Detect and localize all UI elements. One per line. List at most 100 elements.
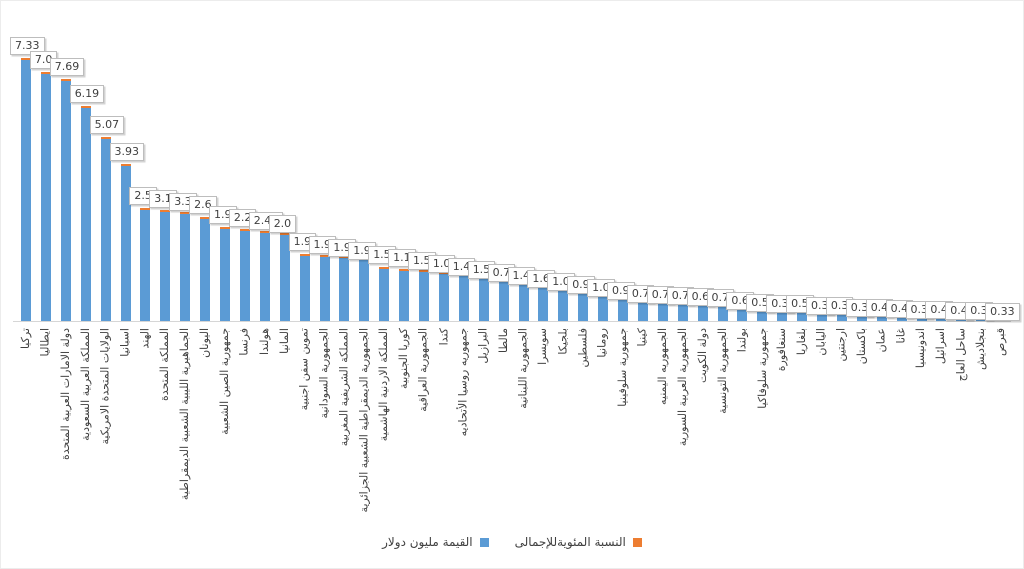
bar-percent-cap — [140, 208, 151, 210]
bar-value — [140, 210, 151, 321]
bar-percent-cap — [399, 269, 410, 271]
legend-label-value: القيمة مليون دولار — [382, 535, 473, 549]
bar-percent-cap — [239, 229, 250, 231]
bar-value — [737, 303, 748, 321]
bar-value — [677, 298, 688, 321]
x-category-label-text: جمهورية سلوفينيا — [616, 328, 629, 407]
bar-value — [279, 235, 290, 321]
bar-percent-cap — [120, 164, 131, 166]
x-category-label-text: الجمهورية العراقية — [417, 328, 430, 412]
bar-value — [777, 306, 788, 321]
bar-value — [200, 219, 211, 321]
bar-value — [60, 81, 71, 321]
bar-value — [498, 280, 509, 321]
bar-value — [80, 108, 91, 321]
bar-value — [637, 296, 648, 321]
bar-value — [180, 214, 191, 321]
data-label: 5.07 — [89, 116, 125, 134]
x-category-label-text: الولايات المتحدة الامريكية — [98, 328, 112, 445]
x-axis-line — [13, 321, 1011, 322]
bar-value — [339, 258, 350, 321]
x-category-label-text: البرازيل — [476, 328, 490, 364]
legend-swatch-value-icon — [479, 537, 489, 547]
x-category-label-text: الجمهوريه اليمنيه — [655, 328, 669, 406]
x-category-label-text: رومانيا — [596, 328, 610, 358]
bar-value — [379, 269, 390, 321]
bar-value — [160, 212, 171, 321]
bar-percent-cap — [438, 272, 449, 274]
bar-value — [717, 300, 728, 321]
x-category-label-text: كوريا الجنوبية — [397, 328, 411, 389]
bar-value — [21, 60, 31, 321]
bar-percent-cap — [60, 79, 71, 81]
bar-percent-cap — [180, 212, 191, 214]
legend-label-percent: النسبة المئويةللإجمالى — [514, 535, 626, 549]
x-category-label-text: فرنسا — [237, 328, 251, 356]
bar-percent-cap — [80, 106, 91, 108]
x-category-label-text: تموين سفن اجنبية — [297, 328, 311, 411]
x-category-label-text: الجمهورية العربية السورية — [675, 328, 689, 447]
bar-value — [419, 272, 429, 321]
bar-percent-cap — [200, 217, 211, 219]
x-category-label-text: هولندا — [257, 328, 271, 355]
bar-percent-cap — [279, 233, 290, 235]
x-category-label-text: بلغاريا — [795, 328, 809, 356]
bar-value — [478, 277, 489, 321]
data-label: 6.19 — [69, 85, 105, 103]
x-category-label-text: الجمهورية السودانية — [317, 328, 331, 419]
x-category-label-text: فلسطين — [576, 328, 590, 368]
data-label: 3.93 — [109, 143, 144, 161]
bar-value — [239, 231, 250, 321]
data-label: 7.69 — [49, 58, 85, 76]
x-category-label-text: كندا — [436, 328, 450, 346]
data-label: 7.33 — [10, 37, 45, 55]
bar-percent-cap — [220, 227, 230, 229]
bar-value — [40, 74, 51, 321]
x-category-label-text: المانيا — [277, 328, 291, 354]
legend-item-value: القيمة مليون دولار — [382, 535, 489, 549]
x-category-label-text: ساحل العاج — [954, 328, 968, 382]
bar-percent-cap — [21, 58, 31, 60]
x-category-label-text: الهند — [138, 328, 152, 349]
x-category-label-text: عمان — [874, 328, 888, 353]
bar-value — [618, 293, 628, 321]
bar-value — [319, 257, 330, 321]
x-category-label-text: الجمهورية الديمقراطية الشعبية الجزائرية — [357, 328, 371, 513]
x-category-label-text: غانا — [894, 328, 908, 344]
x-category-label-text: سنغافورة — [775, 328, 789, 372]
bar-percent-cap — [299, 254, 310, 256]
x-category-label-text: مالطا — [496, 328, 510, 353]
bar-value — [359, 260, 370, 321]
bar-value — [697, 299, 708, 321]
bar-percent-cap — [379, 267, 390, 269]
x-category-label-text: جمهورية الصين الشعبية — [218, 328, 231, 435]
bar-value — [518, 282, 529, 321]
legend-swatch-percent-icon — [632, 537, 642, 547]
bar-percent-cap — [319, 255, 330, 257]
bar-value — [220, 229, 230, 321]
x-category-label-text: المملكة المتحدة — [158, 328, 172, 401]
x-category-label-text: جمهوريه روسيا الأتحاديه — [456, 328, 470, 437]
x-category-label-text: ايطاليا — [38, 328, 52, 357]
legend: القيمة مليون دولار النسبة المئويةللإجمال… — [1, 535, 1023, 549]
x-category-label-text: ارجنتين — [834, 328, 848, 362]
x-category-label-text: بنجلاديش — [974, 328, 988, 371]
x-category-label-text: اليونان — [198, 328, 212, 358]
bar-percent-cap — [40, 72, 51, 74]
bar-value — [458, 275, 469, 321]
bar-value — [538, 284, 549, 321]
x-category-label-text: بولندا — [735, 328, 749, 353]
bar-value — [399, 271, 410, 321]
bar-value — [578, 290, 589, 321]
bar-value — [598, 291, 609, 321]
bar-value — [100, 139, 111, 321]
x-category-label-text: كينيا — [635, 328, 649, 347]
x-category-label-text: المملكة الشريفية المغربية — [337, 328, 351, 447]
bar-value — [797, 306, 808, 321]
data-label: 0.33 — [985, 303, 1020, 321]
x-category-label-text: جمهورية سلوفاكيا — [755, 328, 769, 409]
bar-value — [657, 297, 668, 321]
bar-value — [757, 305, 768, 321]
x-category-label-text: الجمهورية التونسية — [715, 328, 729, 414]
